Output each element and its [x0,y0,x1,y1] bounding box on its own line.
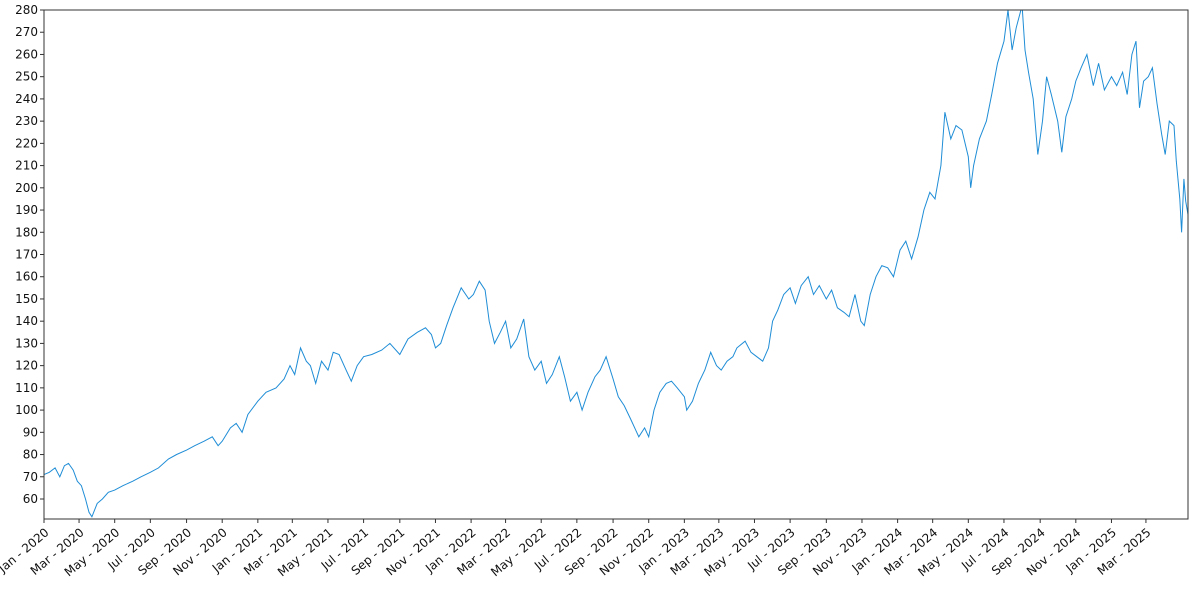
y-tick-label: 150 [15,292,38,306]
y-tick-label: 70 [23,470,38,484]
axes-layer: 60 70 80 90 100 110 120 130 140 150 160 170 180 190 20… [0,3,1154,579]
y-tick-label: 130 [15,336,38,350]
y-tick-label: 260 [15,47,38,61]
plot-frame [43,9,1189,520]
series-layer [44,10,1188,518]
y-tick-label: 80 [23,448,38,462]
y-tick-label: 160 [15,270,38,284]
y-tick-label: 170 [15,247,38,261]
y-tick-label: 180 [15,225,38,239]
y-tick-label: 210 [15,159,38,173]
y-tick-label: 120 [15,359,38,373]
y-tick-label: 270 [15,25,38,39]
y-tick-label: 230 [15,114,38,128]
y-tick-label: 90 [23,425,38,439]
y-tick-label: 140 [15,314,38,328]
y-tick-label: 100 [15,403,38,417]
y-tick-label: 190 [15,203,38,217]
y-tick-label: 280 [15,3,38,17]
y-tick-label: 240 [15,92,38,106]
series-line [44,10,1188,518]
y-tick-label: 60 [23,492,38,506]
y-tick-label: 200 [15,181,38,195]
y-tick-label: 110 [15,381,38,395]
y-tick-label: 250 [15,70,38,84]
y-tick-label: 220 [15,136,38,150]
